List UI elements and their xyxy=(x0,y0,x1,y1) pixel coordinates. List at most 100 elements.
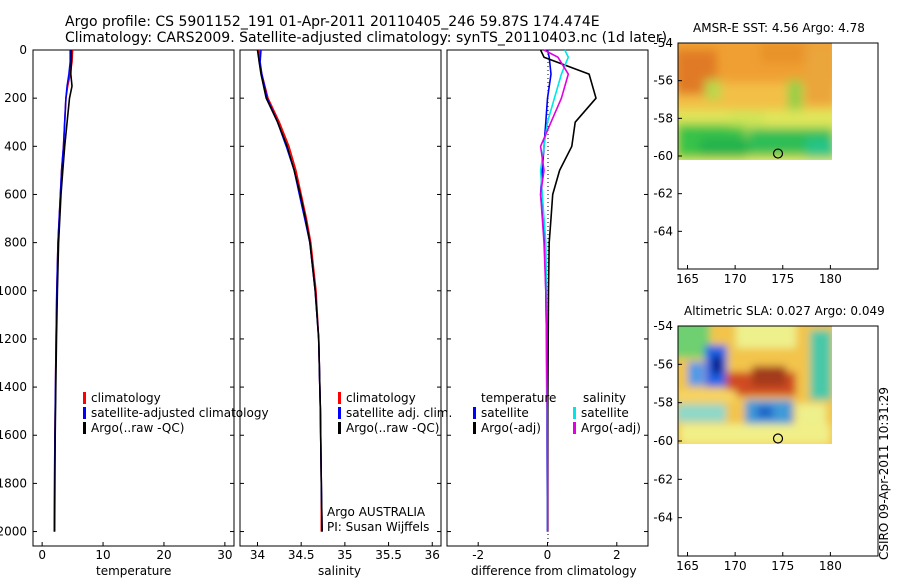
legend-label: Argo(..raw -QC) xyxy=(91,421,184,435)
x-tick-label: 20 xyxy=(156,548,171,562)
lat-tick-label: -60 xyxy=(653,149,673,163)
lon-tick-label: 170 xyxy=(724,272,747,286)
depth-tick-label: 1600 xyxy=(0,428,27,442)
x-tick-label: 36 xyxy=(425,548,440,562)
legend-label: Argo(..raw -QC) xyxy=(346,421,439,435)
sst-heatmap xyxy=(678,43,832,160)
sla-latitude-ticks: -54 -56 -58 -60 -62 -64 xyxy=(653,319,682,525)
sla-argo-location-marker xyxy=(772,433,784,444)
x-tick-label: 0 xyxy=(38,548,46,562)
depth-tick-label: 800 xyxy=(4,236,27,250)
legend-label: satellite-adjusted climatology xyxy=(91,406,269,420)
legend-swatch xyxy=(338,392,341,404)
legend-swatch xyxy=(338,407,341,419)
series-line-argo-raw-qc xyxy=(53,50,73,532)
lat-tick-label: -62 xyxy=(653,187,673,201)
lon-tick-label: 175 xyxy=(771,272,794,286)
legend-swatch xyxy=(473,407,476,419)
x-tick-label: 34.5 xyxy=(288,548,315,562)
x-tick-label: 34 xyxy=(250,548,265,562)
difference-axis-label: difference from climatology xyxy=(471,564,637,578)
temperature-axis-label: temperature xyxy=(96,564,171,578)
legend-label: Argo(-adj) xyxy=(481,421,541,435)
lon-tick-label: 165 xyxy=(676,272,699,286)
lat-tick-label: -64 xyxy=(653,224,673,238)
legend-label: satellite xyxy=(581,406,629,420)
salinity-axis-label: salinity xyxy=(318,564,361,578)
x-tick-label: 0 xyxy=(544,548,552,562)
legend-swatch xyxy=(338,422,341,434)
series-line-salinity-argo-adj xyxy=(539,49,570,532)
legend-label: Argo(-adj) xyxy=(581,421,641,435)
sla-heatmap xyxy=(678,326,832,444)
legend-swatch xyxy=(83,392,86,404)
sla-map-panel: Altimetric SLA: 0.027 Argo: 0.049 xyxy=(653,304,884,573)
legend-swatch xyxy=(573,422,576,434)
difference-tick-labels: -2 0 2 xyxy=(447,49,648,562)
lat-tick-label: -54 xyxy=(653,319,673,333)
depth-tick-label: 1800 xyxy=(0,476,27,490)
lat-tick-label: -58 xyxy=(653,396,673,410)
sst-longitude-ticks: 165 170 175 180 xyxy=(676,265,842,286)
salinity-series xyxy=(256,49,323,532)
difference-series xyxy=(539,49,597,532)
legend-label: satellite adj. clim. xyxy=(346,406,452,420)
legend-label: climatology xyxy=(91,391,161,405)
series-line-satellite-adj-clim xyxy=(259,49,323,532)
difference-legend: temperature salinitysatelliteArgo(-adj)sa… xyxy=(473,391,641,435)
sst-latitude-ticks: -54 -56 -58 -60 -62 -64 xyxy=(653,36,682,238)
depth-tick-labels: 0 200 400 600 800 1000 1200 1400 1600 1800 2000 xyxy=(0,43,234,539)
argo-australia-note: Argo AUSTRALIA xyxy=(327,505,426,519)
salinity-tick-labels: 34 34.5 35 35.5 36 xyxy=(240,49,441,562)
legend-label: climatology xyxy=(346,391,416,405)
series-line-climatology xyxy=(258,50,323,532)
figure-title-line2: Climatology: CARS2009. Satellite-adjuste… xyxy=(65,30,667,46)
csiro-timestamp: CSIRO 09-Apr-2011 10:31:29 xyxy=(877,387,891,560)
x-tick-label: 30 xyxy=(217,548,232,562)
lat-tick-label: -60 xyxy=(653,434,673,448)
legend-swatch xyxy=(473,422,476,434)
series-line-argo-raw-qc xyxy=(256,49,323,532)
depth-tick-label: 2000 xyxy=(0,525,27,539)
figure-title-line1: Argo profile: CS 5901152_191 01-Apr-2011… xyxy=(65,14,600,30)
legend-swatch xyxy=(573,407,576,419)
depth-tick-label: 200 xyxy=(4,91,27,105)
depth-tick-label: 600 xyxy=(4,187,27,201)
sst-argo-location-marker xyxy=(772,148,784,159)
pi-name-note: PI: Susan Wijffels xyxy=(327,520,429,534)
sst-map-title: AMSR-E SST: 4.56 Argo: 4.78 xyxy=(693,21,865,35)
depth-tick-label: 1000 xyxy=(0,284,27,298)
series-line-salinity-satellite xyxy=(539,49,570,532)
depth-tick-label: 0 xyxy=(19,43,27,57)
series-line-temperature-argo-adj xyxy=(539,49,597,532)
legend-group-salinity: salinity xyxy=(583,391,626,405)
lon-tick-label: 180 xyxy=(819,559,842,573)
salinity-plot-frame xyxy=(239,49,442,547)
x-tick-label: 35 xyxy=(337,548,352,562)
lat-tick-label: -56 xyxy=(653,74,673,88)
sst-map-panel: AMSR-E SST: 4.56 Argo: 4.78 -54 -56 -58 -60… xyxy=(653,21,879,286)
legend-group-temperature: temperature xyxy=(481,391,556,405)
x-tick-label: 2 xyxy=(613,548,621,562)
lon-tick-label: 170 xyxy=(724,559,747,573)
legend-swatch xyxy=(83,407,86,419)
legend-swatch xyxy=(83,422,86,434)
temperature-tick-labels: 0 10 20 30 xyxy=(38,542,233,562)
lon-tick-label: 165 xyxy=(676,559,699,573)
x-tick-label: 10 xyxy=(95,548,110,562)
lat-tick-label: -56 xyxy=(653,357,673,371)
sla-longitude-ticks: 165 170 175 180 xyxy=(676,552,842,573)
depth-tick-label: 1200 xyxy=(0,332,27,346)
lon-tick-label: 175 xyxy=(771,559,794,573)
legend-label: satellite xyxy=(481,406,529,420)
x-tick-label: -2 xyxy=(472,548,484,562)
lat-tick-label: -64 xyxy=(653,511,673,525)
depth-tick-label: 400 xyxy=(4,139,27,153)
lat-tick-label: -54 xyxy=(653,36,673,50)
difference-panel: -2 0 2 difference from climatology tempera… xyxy=(446,49,649,578)
sla-map-title: Altimetric SLA: 0.027 Argo: 0.049 xyxy=(684,304,885,318)
temperature-plot-frame xyxy=(32,49,235,547)
salinity-panel: 34 34.5 35 35.5 36 salinity climatologysatel… xyxy=(239,49,452,578)
